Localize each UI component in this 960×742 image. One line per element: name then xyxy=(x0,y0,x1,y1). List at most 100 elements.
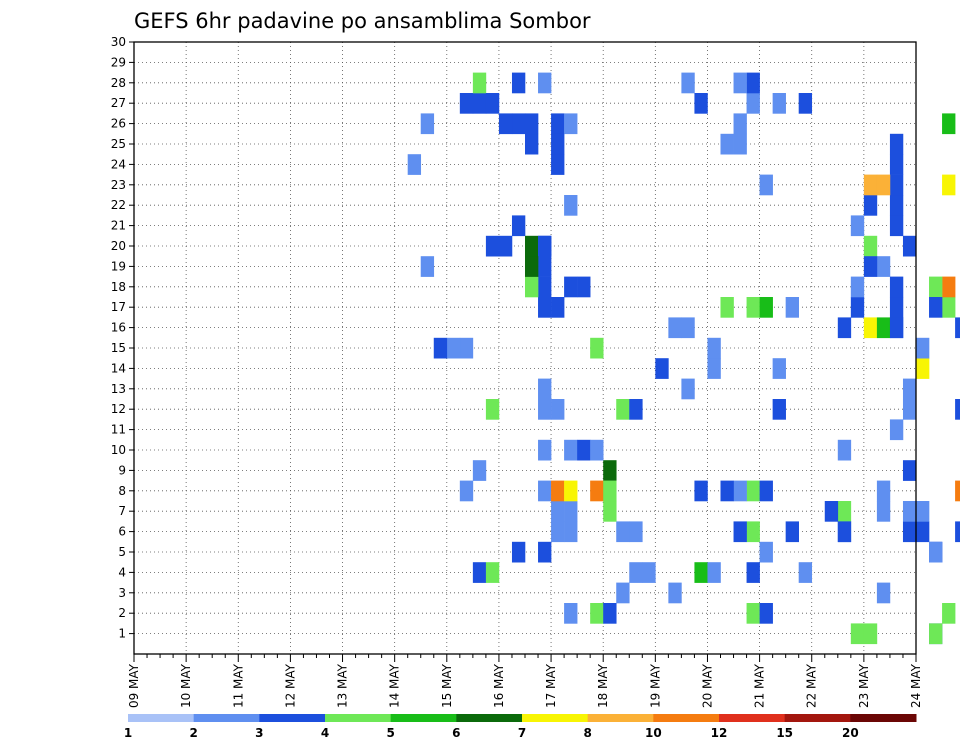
y-tick-label: 7 xyxy=(118,504,126,518)
precip-cell xyxy=(629,521,643,543)
y-tick-label: 24 xyxy=(111,157,126,171)
precip-cell xyxy=(785,297,799,318)
precip-cell xyxy=(694,93,708,114)
precip-cell xyxy=(616,582,630,604)
precip-cell xyxy=(785,521,799,543)
y-tick-label: 20 xyxy=(111,239,126,253)
precip-cell xyxy=(564,113,578,135)
y-tick-label: 29 xyxy=(111,55,126,69)
precip-cell xyxy=(798,562,813,583)
precip-cell xyxy=(446,337,461,359)
precip-cell xyxy=(525,256,539,277)
colorbar-swatch xyxy=(784,714,851,722)
x-tick-label: 10 MAY xyxy=(179,663,193,708)
colorbar-swatch xyxy=(456,714,523,722)
precip-cell xyxy=(837,439,852,461)
precip-cell xyxy=(889,276,904,298)
precip-cell xyxy=(837,317,852,339)
colorbar-label: 8 xyxy=(583,726,591,740)
precip-cell xyxy=(472,460,487,481)
precip-cell xyxy=(850,623,865,645)
precip-cell xyxy=(629,399,643,420)
precip-cell xyxy=(955,480,960,502)
precip-cell xyxy=(616,399,630,420)
colorbar-swatch xyxy=(128,714,195,722)
precip-cell xyxy=(863,317,878,339)
precip-cell xyxy=(538,480,552,502)
y-tick-label: 30 xyxy=(111,35,126,49)
precip-cell xyxy=(433,337,448,359)
precip-cell xyxy=(955,521,960,543)
precip-cell xyxy=(902,378,917,400)
precip-cell xyxy=(538,541,552,563)
x-tick-label: 23 MAY xyxy=(857,663,871,708)
precip-cell xyxy=(551,297,565,318)
y-tick-label: 26 xyxy=(111,117,126,131)
precip-cell xyxy=(472,562,487,583)
precip-cell xyxy=(681,317,695,339)
precip-cell xyxy=(759,297,773,318)
precip-cell xyxy=(759,174,773,196)
precip-cells xyxy=(407,72,960,645)
colorbar-label: 1 xyxy=(124,726,132,740)
y-tick-label: 8 xyxy=(118,484,126,498)
precip-cell xyxy=(942,113,956,135)
precip-cell xyxy=(538,276,552,298)
precip-cell xyxy=(525,235,539,257)
y-tick-label: 16 xyxy=(111,321,126,335)
colorbar-swatch xyxy=(325,714,392,722)
precip-cell xyxy=(759,541,773,563)
precip-cell xyxy=(511,72,526,94)
precip-cell xyxy=(902,501,917,522)
precip-cell xyxy=(694,480,708,502)
x-tick-label: 11 MAY xyxy=(231,663,245,708)
precip-cell xyxy=(485,93,500,114)
precip-cell xyxy=(850,276,865,298)
y-tick-label: 3 xyxy=(118,586,126,600)
precip-cell xyxy=(603,501,617,522)
precip-cell xyxy=(564,480,578,502)
precip-cell xyxy=(772,399,786,420)
x-tick-label: 09 MAY xyxy=(127,663,141,708)
colorbar-swatch xyxy=(193,714,260,722)
precip-cell xyxy=(798,93,813,114)
precip-cell xyxy=(889,133,904,155)
precip-cell xyxy=(955,399,960,420)
precip-cell xyxy=(485,235,500,257)
precip-cell xyxy=(876,480,891,502)
colorbar: 1 2 3 4 5 6 7 8 10 12 15 20 xyxy=(124,714,917,740)
precip-cell xyxy=(733,113,747,135)
precip-cell xyxy=(681,378,695,400)
precip-cell xyxy=(942,297,956,318)
precip-cell xyxy=(889,174,904,196)
precip-cell xyxy=(707,358,721,379)
precip-cell xyxy=(929,276,943,298)
y-tick-label: 2 xyxy=(118,606,126,620)
precip-cell xyxy=(902,521,917,543)
precip-cell xyxy=(472,93,487,114)
precip-cell xyxy=(863,623,878,645)
precip-cell xyxy=(472,72,487,94)
precip-cell xyxy=(929,541,943,563)
precip-cell xyxy=(929,623,943,645)
y-tick-label: 1 xyxy=(118,627,126,641)
precip-cell xyxy=(746,297,760,318)
precip-cell xyxy=(564,603,578,624)
y-tick-label: 14 xyxy=(111,361,126,375)
precip-cell xyxy=(746,480,760,502)
y-tick-label: 18 xyxy=(111,280,126,294)
precip-cell xyxy=(681,72,695,94)
precip-cell xyxy=(824,501,839,522)
precip-cell xyxy=(902,399,917,420)
precip-cell xyxy=(746,72,760,94)
precip-cell xyxy=(902,460,917,481)
precip-cell xyxy=(538,439,552,461)
y-tick-label: 12 xyxy=(111,402,126,416)
precip-cell xyxy=(564,195,578,216)
precip-cell xyxy=(485,562,500,583)
precip-cell xyxy=(590,603,604,624)
precip-cell xyxy=(889,317,904,339)
precip-cell xyxy=(603,460,617,481)
precip-cell xyxy=(876,256,891,277)
